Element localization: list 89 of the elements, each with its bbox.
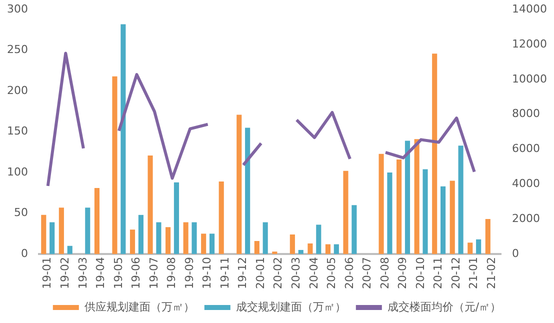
y2-tick-label: 10000 (512, 72, 548, 86)
x-tick-label: 20-03 (290, 257, 303, 290)
bar (41, 214, 46, 254)
bar (316, 224, 322, 254)
y2-tick-label: 4000 (512, 177, 540, 190)
bar (201, 234, 206, 254)
x-tick-label: 19-08 (165, 257, 178, 290)
y2-tick-label: 14000 (512, 2, 548, 16)
bar (254, 241, 260, 254)
bar (50, 222, 55, 254)
y-tick-label: 300 (6, 2, 28, 16)
bar (85, 208, 90, 254)
bar (468, 242, 473, 254)
x-tick-label: 20-12 (449, 257, 462, 290)
bar (192, 222, 197, 254)
bar (352, 205, 357, 254)
bar (440, 186, 446, 254)
x-tick-label: 19-09 (182, 257, 196, 290)
bar (485, 219, 490, 254)
x-tick-label: 20-04 (307, 257, 320, 290)
y-tick-label: 100 (6, 165, 28, 178)
bar (396, 160, 402, 254)
bar (218, 182, 224, 254)
bar (272, 252, 278, 254)
y-tick-label: 0 (20, 246, 28, 260)
y-tick-label: 250 (6, 43, 28, 56)
bar (422, 169, 428, 254)
x-tick-label: 20-10 (414, 257, 427, 290)
y2-tick-label: 8000 (512, 107, 540, 120)
x-tick-label: 21-02 (484, 257, 498, 290)
x-tick-label: 20-09 (396, 257, 410, 290)
bar (476, 239, 482, 254)
x-tick-label: 19-04 (94, 257, 108, 290)
bar (209, 234, 215, 254)
x-tick-label: 19-05 (112, 257, 125, 290)
x-tick-label: 19-06 (130, 257, 143, 290)
bar (290, 234, 295, 254)
bar (262, 222, 268, 254)
legend-label: 供应规划建面（万㎡） (84, 300, 194, 314)
y2-tick-label: 2000 (512, 212, 540, 225)
x-tick-label: 21-01 (467, 257, 480, 290)
y-tick-label: 200 (6, 84, 28, 97)
y-tick-label: 150 (6, 124, 28, 138)
bar (414, 139, 420, 254)
x-tick-label: 20-08 (378, 257, 392, 290)
x-tick-label: 19-02 (58, 257, 72, 290)
x-tick-label: 19-11 (218, 257, 232, 290)
bar (130, 230, 136, 254)
bar (148, 155, 153, 254)
bar (334, 244, 339, 254)
bar (387, 172, 392, 254)
bar (112, 76, 118, 254)
bar (58, 208, 64, 254)
x-tick-label: 20-01 (254, 257, 267, 290)
bar (450, 180, 455, 254)
y2-tick-label: 6000 (512, 142, 540, 156)
x-tick-label: 20-07 (360, 257, 374, 290)
bar (343, 170, 348, 254)
bar (183, 222, 188, 254)
bar (94, 188, 100, 254)
legend-label: 成交规划建面（万㎡） (236, 300, 346, 314)
bar (245, 128, 250, 254)
bar (378, 154, 384, 254)
bar (236, 114, 242, 254)
y2-tick-label: 12000 (512, 37, 548, 50)
bar (325, 244, 331, 254)
x-tick-label: 19-03 (76, 257, 90, 290)
x-tick-label: 20-02 (272, 257, 285, 290)
x-tick-label: 19-01 (40, 257, 54, 290)
bar (67, 246, 72, 254)
bar (298, 250, 304, 254)
x-tick-label: 19-07 (147, 257, 160, 290)
y-tick-label: 50 (14, 206, 28, 220)
bar (138, 214, 144, 254)
bar (308, 243, 313, 254)
x-tick-label: 20-06 (342, 257, 356, 290)
bar (166, 227, 171, 254)
bar (432, 54, 438, 254)
x-tick-label: 19-10 (200, 257, 214, 290)
legend-label: 成交楼面均价（元/㎡） (387, 300, 502, 314)
bar (404, 140, 410, 254)
bar (120, 24, 126, 254)
x-tick-label: 20-05 (325, 257, 338, 290)
bar (174, 182, 180, 254)
bar (458, 146, 464, 254)
y2-tick-label: 0 (512, 246, 520, 260)
bar (156, 222, 162, 254)
x-tick-label: 19-12 (236, 257, 250, 290)
x-tick-label: 20-11 (432, 257, 445, 290)
